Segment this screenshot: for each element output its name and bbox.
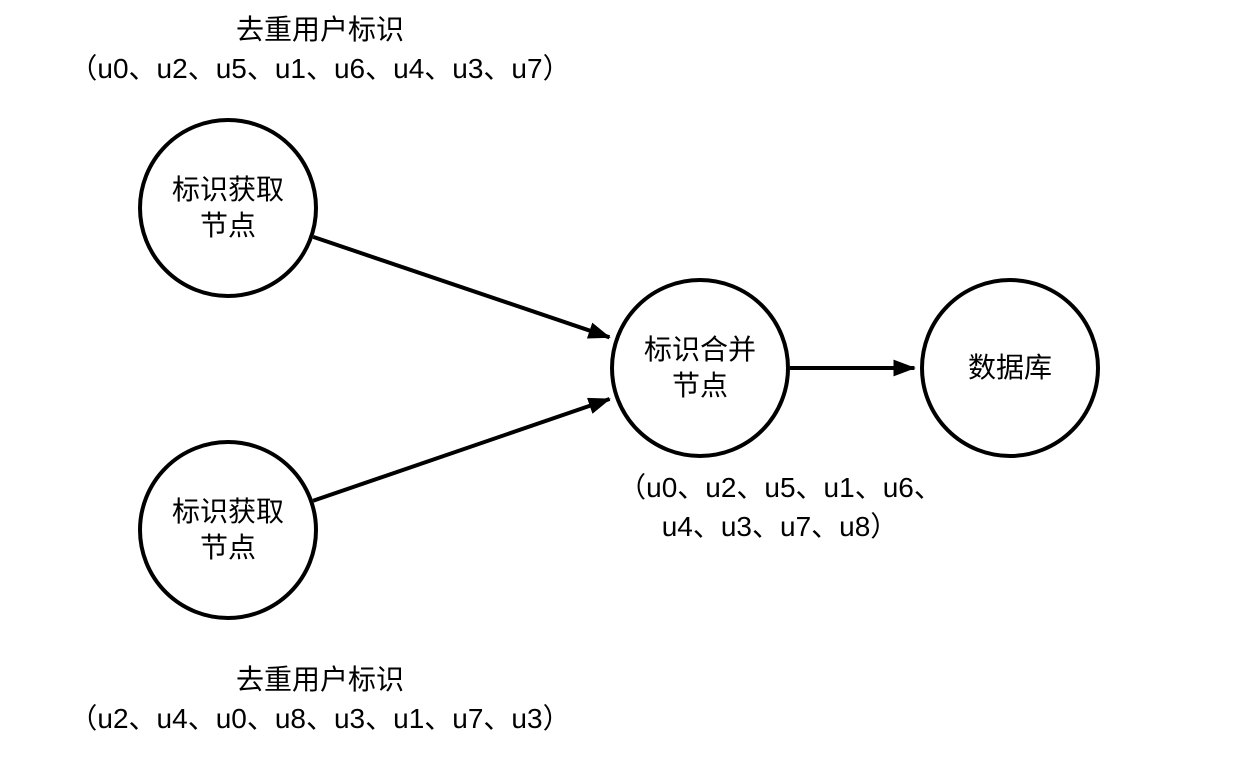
- node-label: 标识获取 节点: [172, 494, 284, 567]
- label-values: （u0、u2、u5、u1、u6、 u4、u3、u7、u8）: [560, 468, 1000, 546]
- label-top: 去重用户标识（u0、u2、u5、u1、u6、u4、u3、u7）: [20, 10, 620, 88]
- label-merge: （u0、u2、u5、u1、u6、 u4、u3、u7、u8）: [560, 468, 1000, 546]
- node-label: 数据库: [968, 350, 1052, 386]
- label-title: 去重用户标识: [20, 10, 620, 49]
- node-label: 标识获取 节点: [172, 172, 284, 245]
- label-values: （u2、u4、u0、u8、u3、u1、u7、u3）: [20, 699, 620, 738]
- label-values: （u0、u2、u5、u1、u6、u4、u3、u7）: [20, 49, 620, 88]
- node-acq1: 标识获取 节点: [138, 118, 318, 298]
- flowchart-diagram: 标识获取 节点标识获取 节点标识合并 节点数据库 去重用户标识（u0、u2、u5…: [0, 0, 1240, 765]
- label-title: 去重用户标识: [20, 660, 620, 699]
- node-label: 标识合并 节点: [644, 332, 756, 405]
- node-db: 数据库: [920, 278, 1100, 458]
- edge-acq1-merge: [313, 237, 609, 337]
- node-acq2: 标识获取 节点: [138, 440, 318, 620]
- label-bottom: 去重用户标识（u2、u4、u0、u8、u3、u1、u7、u3）: [20, 660, 620, 738]
- node-merge: 标识合并 节点: [610, 278, 790, 458]
